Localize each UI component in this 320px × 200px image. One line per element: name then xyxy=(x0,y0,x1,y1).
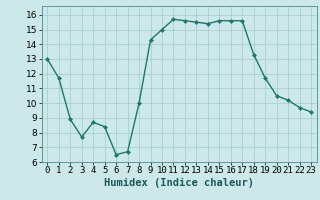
X-axis label: Humidex (Indice chaleur): Humidex (Indice chaleur) xyxy=(104,178,254,188)
